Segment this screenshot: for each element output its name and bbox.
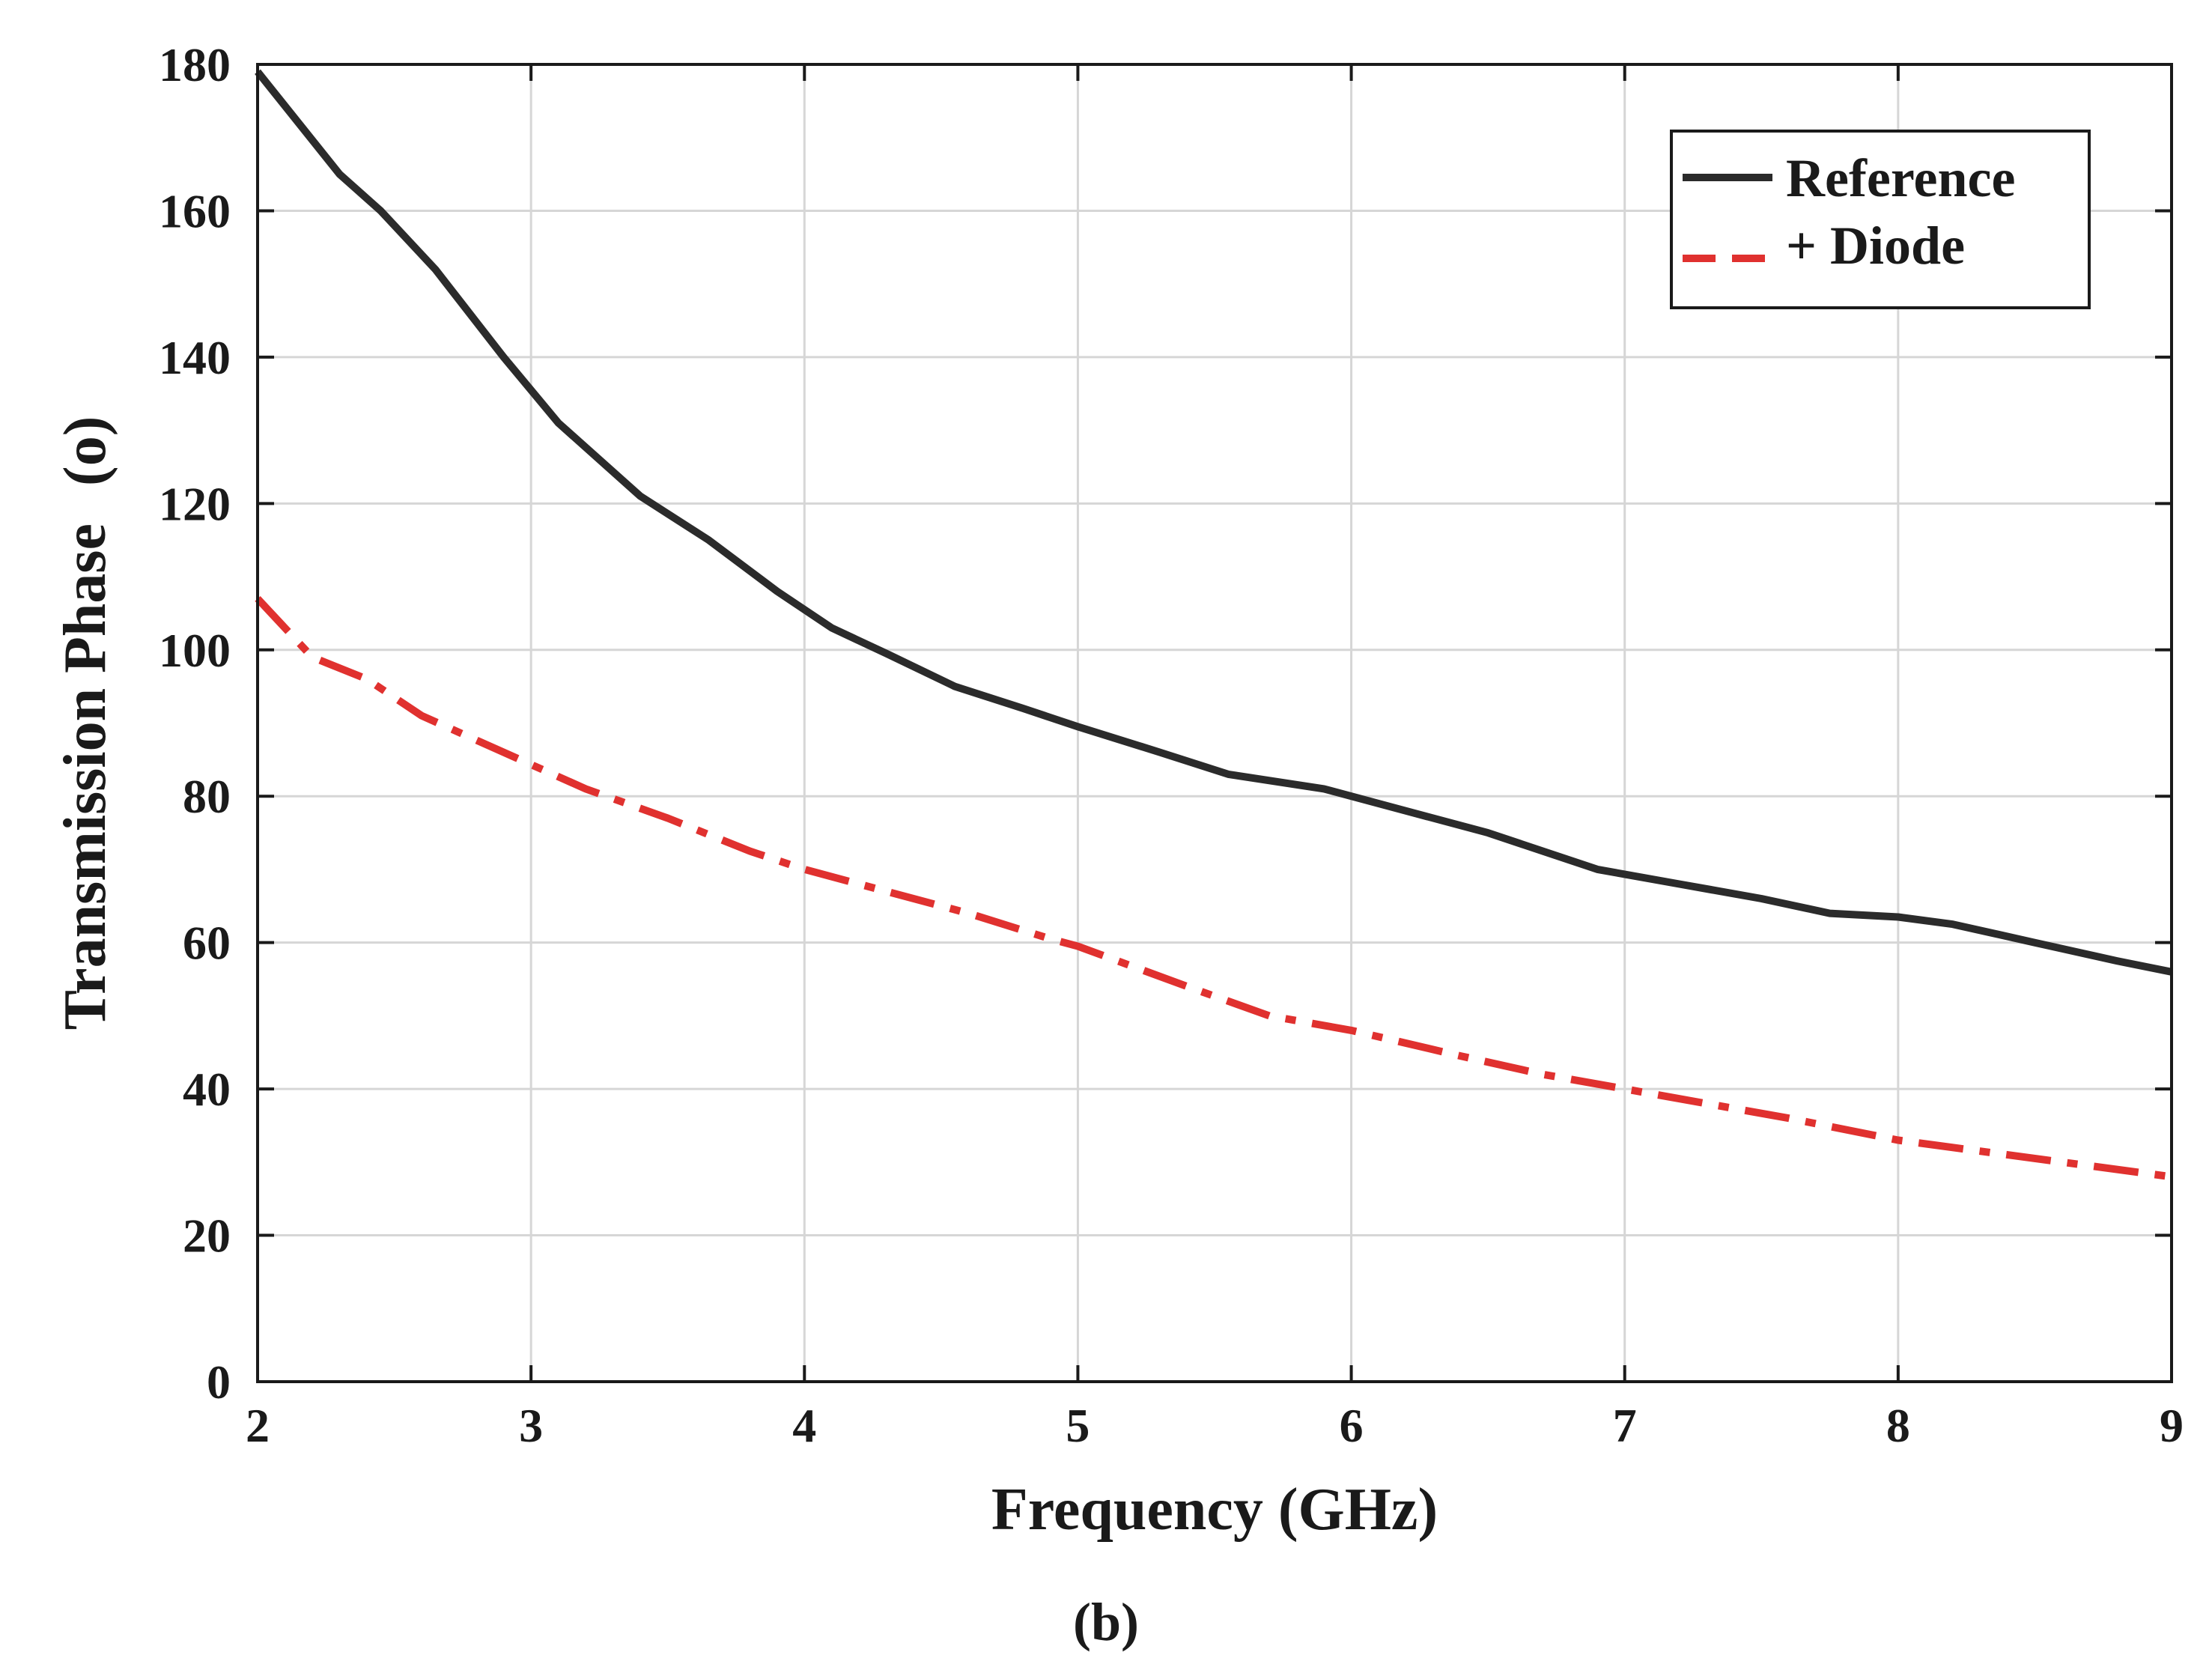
- x-tick-label: 8: [1886, 1399, 1910, 1452]
- ticks: 2 3 4 5 6 7 8 9 0 20 40 60 80 100 120 140 160 180: [159, 38, 2184, 1452]
- legend-label-reference: Reference: [1786, 148, 2015, 208]
- y-axis-title-unit: (o): [52, 416, 118, 486]
- legend-box: [1670, 130, 2091, 309]
- y-tick-label: 160: [159, 184, 231, 237]
- x-tick-label: 2: [246, 1399, 270, 1452]
- x-tick-label: 6: [1340, 1399, 1364, 1452]
- y-tick-label: 20: [183, 1209, 231, 1263]
- x-tick-label: 5: [1066, 1399, 1090, 1452]
- x-tick-label: 4: [792, 1399, 816, 1452]
- y-tick-label: 180: [159, 38, 231, 91]
- x-axis-title: Frequency (GHz): [991, 1477, 1438, 1543]
- plot-frame: [256, 63, 2173, 1383]
- y-tick-label: 100: [159, 624, 231, 677]
- x-tick-label: 7: [1613, 1399, 1637, 1452]
- legend: Reference + Diode: [1670, 130, 2091, 309]
- series-layer: [255, 69, 2172, 1181]
- x-tick-label: 9: [2160, 1399, 2184, 1452]
- legend-label-diode: + Diode: [1786, 216, 1965, 276]
- series-line-diode: [255, 595, 2172, 1181]
- y-tick-label: 120: [159, 477, 231, 530]
- y-tick-label: 40: [183, 1063, 231, 1116]
- y-axis-title: Transmission Phase (o): [52, 416, 118, 1030]
- y-tick-label: 80: [183, 770, 231, 823]
- y-axis-title-main: Transmission Phase: [52, 523, 118, 1030]
- series-line-reference: [255, 69, 2172, 976]
- x-tick-label: 3: [519, 1399, 543, 1452]
- y-tick-label: 60: [183, 917, 231, 970]
- y-tick-label: 0: [207, 1355, 231, 1409]
- y-tick-label: 140: [159, 331, 231, 384]
- figure-caption: (b): [1073, 1592, 1139, 1652]
